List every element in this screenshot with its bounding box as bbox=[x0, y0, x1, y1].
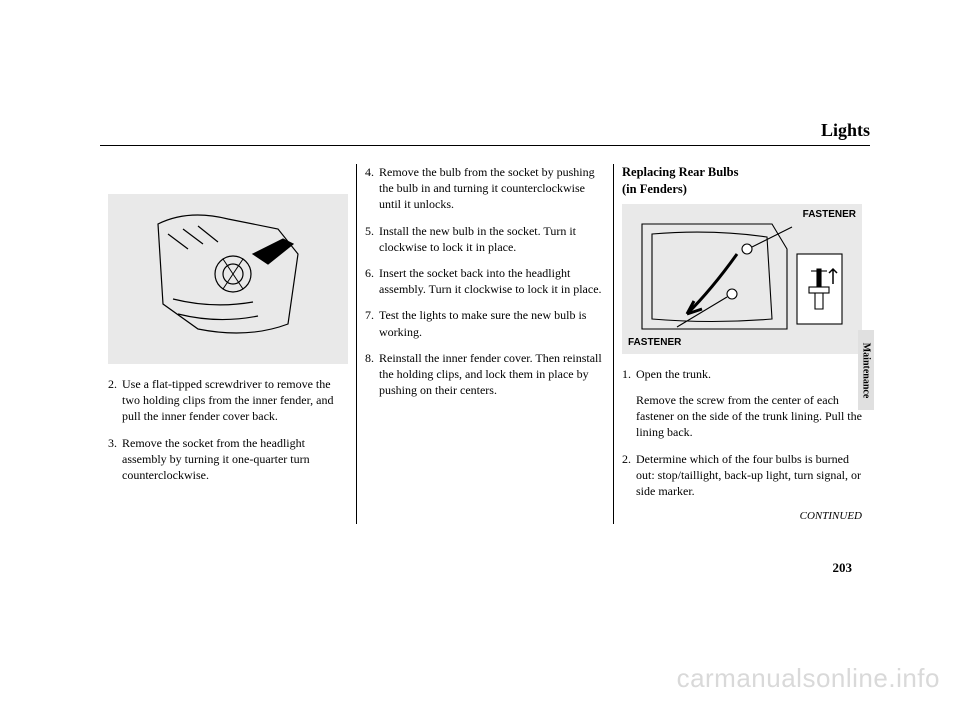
step-num: 5. bbox=[365, 223, 379, 255]
step-num: 3. bbox=[108, 435, 122, 484]
step-num: 7. bbox=[365, 307, 379, 339]
fastener-label-top: FASTENER bbox=[803, 208, 856, 222]
page-title: Lights bbox=[100, 120, 870, 146]
trunk-fastener-illustration bbox=[632, 209, 852, 349]
column-3: Replacing Rear Bulbs (in Fenders) FASTEN… bbox=[613, 164, 870, 524]
step-8: 8. Reinstall the inner fender cover. The… bbox=[365, 350, 605, 399]
side-tab-maintenance: Maintenance bbox=[858, 330, 874, 410]
step-text: Remove the bulb from the socket by pushi… bbox=[379, 164, 605, 213]
side-tab-label: Maintenance bbox=[861, 342, 872, 398]
continued-label: CONTINUED bbox=[622, 509, 862, 524]
content-columns: 2. Use a flat-tipped screwdriver to remo… bbox=[100, 164, 870, 524]
column-2: 4. Remove the bulb from the socket by pu… bbox=[356, 164, 613, 524]
step-num: 6. bbox=[365, 265, 379, 297]
step-num: 2. bbox=[108, 376, 122, 425]
step-num: 8. bbox=[365, 350, 379, 399]
manual-page: Lights bbox=[100, 120, 870, 524]
step-text: Test the lights to make sure the new bul… bbox=[379, 307, 605, 339]
step-text: Remove the socket from the headlight ass… bbox=[122, 435, 348, 484]
step-5: 5. Install the new bulb in the socket. T… bbox=[365, 223, 605, 255]
fender-socket-illustration bbox=[128, 204, 328, 354]
figure-fender-socket bbox=[108, 194, 348, 364]
step-4: 4. Remove the bulb from the socket by pu… bbox=[365, 164, 605, 213]
step-text: Install the new bulb in the socket. Turn… bbox=[379, 223, 605, 255]
step-c3-2: 2. Determine which of the four bulbs is … bbox=[622, 451, 862, 500]
step-6: 6. Insert the socket back into the headl… bbox=[365, 265, 605, 297]
column-1: 2. Use a flat-tipped screwdriver to remo… bbox=[100, 164, 356, 524]
step-c3-1: 1. Open the trunk. bbox=[622, 366, 862, 382]
heading-line2: (in Fenders) bbox=[622, 182, 687, 196]
heading-line1: Replacing Rear Bulbs bbox=[622, 165, 738, 179]
step-text: Determine which of the four bulbs is bur… bbox=[636, 451, 862, 500]
page-number: 203 bbox=[833, 560, 853, 576]
step-num: 4. bbox=[365, 164, 379, 213]
step-num: 1. bbox=[622, 366, 636, 382]
section-heading: Replacing Rear Bulbs (in Fenders) bbox=[622, 164, 862, 198]
step-num: 2. bbox=[622, 451, 636, 500]
watermark: carmanualsonline.info bbox=[677, 663, 940, 694]
col1-spacer bbox=[108, 164, 348, 194]
step-text: Insert the socket back into the headligh… bbox=[379, 265, 605, 297]
step-2: 2. Use a flat-tipped screwdriver to remo… bbox=[108, 376, 348, 425]
step-text: Open the trunk. bbox=[636, 366, 862, 382]
step-text: Use a flat-tipped screwdriver to remove … bbox=[122, 376, 348, 425]
step-7: 7. Test the lights to make sure the new … bbox=[365, 307, 605, 339]
figure-trunk-fastener: FASTENER FASTENER bbox=[622, 204, 862, 354]
fastener-label-bottom: FASTENER bbox=[628, 336, 681, 350]
step-c3-1b: Remove the screw from the center of each… bbox=[636, 392, 862, 441]
step-text: Reinstall the inner fender cover. Then r… bbox=[379, 350, 605, 399]
step-3: 3. Remove the socket from the headlight … bbox=[108, 435, 348, 484]
